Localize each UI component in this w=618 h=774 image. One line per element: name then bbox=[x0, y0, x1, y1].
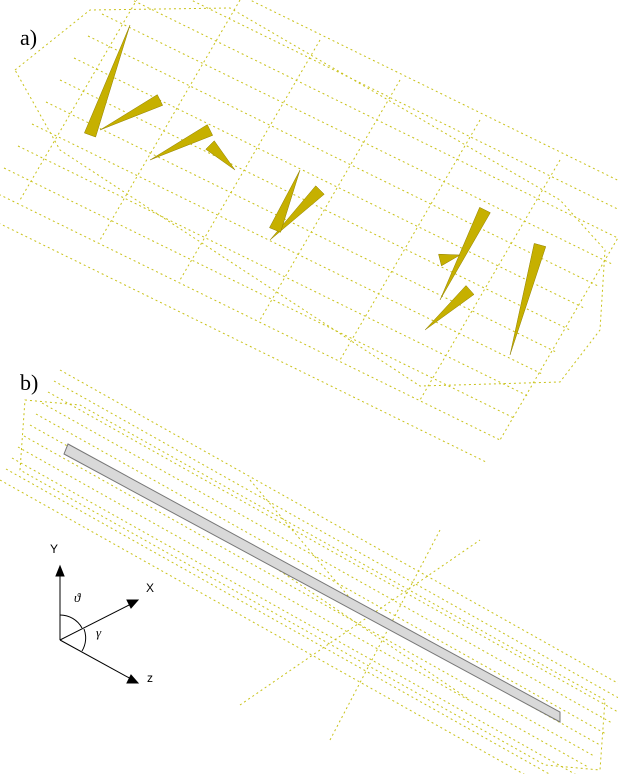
wire-line bbox=[239, 539, 481, 706]
wire-line bbox=[499, 236, 618, 441]
wire-line bbox=[99, 0, 241, 241]
bar bbox=[63, 443, 561, 723]
axis-label: X bbox=[146, 581, 154, 595]
cone bbox=[205, 140, 236, 171]
wire-line bbox=[339, 119, 481, 361]
angle-label: γ bbox=[96, 625, 102, 640]
wire-line bbox=[73, 57, 585, 309]
cone bbox=[439, 206, 491, 301]
wire-line bbox=[248, 0, 618, 181]
tube-outline bbox=[19, 399, 606, 771]
cone bbox=[149, 124, 214, 161]
cones bbox=[84, 24, 547, 356]
wire-line bbox=[17, 446, 589, 768]
wire-line bbox=[41, 402, 613, 724]
angle-label: ϑ bbox=[74, 590, 81, 605]
cone bbox=[438, 253, 461, 267]
cone bbox=[99, 94, 164, 131]
wire-line bbox=[204, 519, 471, 701]
wire-line bbox=[259, 79, 401, 321]
cone bbox=[269, 185, 325, 241]
hull-outline bbox=[14, 7, 606, 387]
cone bbox=[509, 243, 547, 356]
cone bbox=[424, 285, 475, 331]
wire-line bbox=[59, 369, 618, 684]
wire-line bbox=[19, 0, 138, 201]
wire-line bbox=[419, 159, 561, 401]
axis-label: Y bbox=[50, 542, 58, 556]
wire-line bbox=[0, 479, 525, 774]
panel-label: a) bbox=[20, 25, 37, 50]
wire-line bbox=[0, 223, 487, 463]
wire-line bbox=[47, 391, 618, 713]
wire-line bbox=[0, 194, 501, 441]
wire-line bbox=[5, 468, 551, 774]
axis-label: z bbox=[147, 671, 153, 685]
wire-line bbox=[23, 435, 595, 757]
wire-line bbox=[131, 0, 618, 239]
panel-label: b) bbox=[20, 370, 38, 395]
cone bbox=[269, 169, 301, 233]
wire-line bbox=[11, 457, 576, 774]
wire-line bbox=[35, 413, 607, 735]
wire-line bbox=[3, 167, 515, 419]
wire-line bbox=[179, 39, 321, 281]
wire-line bbox=[101, 13, 613, 265]
wire-line bbox=[249, 479, 361, 611]
wire-line bbox=[53, 380, 618, 699]
wire-line bbox=[17, 145, 529, 397]
axis-triad bbox=[55, 564, 140, 684]
wire-line bbox=[329, 529, 441, 741]
wire-line bbox=[59, 79, 571, 331]
cone bbox=[84, 24, 131, 138]
